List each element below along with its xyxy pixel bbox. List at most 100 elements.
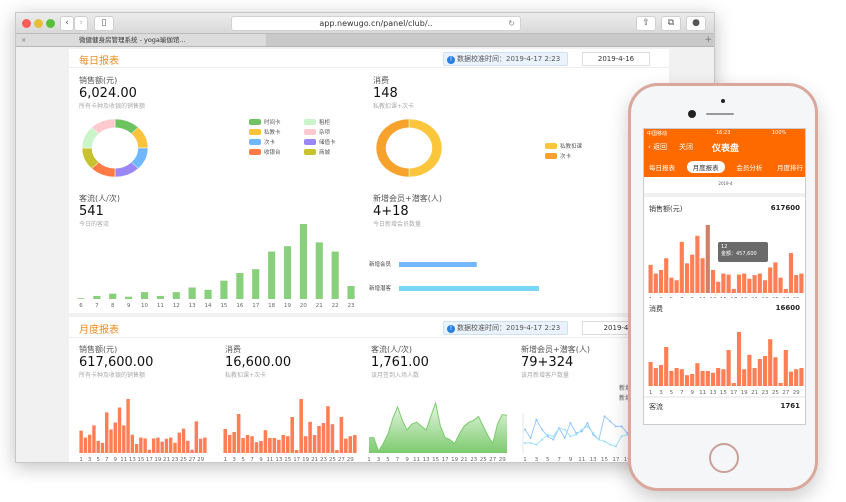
new-tab-icon[interactable]: + — [704, 35, 712, 45]
back-link[interactable]: ‹ 返回 — [648, 143, 668, 151]
phone-tab[interactable]: 每日报表 — [649, 164, 675, 172]
bar-15 — [220, 280, 228, 299]
phone-date[interactable]: 2019-4 — [644, 177, 805, 193]
x-tick-label: 19 — [451, 457, 458, 463]
address-bar[interactable]: app.newugo.cn/panel/club/.. ↻ — [231, 16, 521, 31]
legend-item[interactable]: 时间卡 — [249, 117, 304, 127]
stat-sub: 私教扣课+次卡 — [225, 372, 267, 379]
x-tick-label: 5 — [546, 457, 550, 463]
x-tick-label: 13 — [189, 303, 196, 309]
traffic-line — [369, 401, 508, 453]
active-tab[interactable]: × 微健健身房管理系统 - yoga瑜伽馆... — [16, 34, 266, 46]
bar-21 — [315, 242, 323, 299]
legend-swatch — [545, 143, 557, 149]
bar-16 — [236, 272, 244, 299]
point — [552, 435, 555, 438]
bar-14 — [716, 368, 721, 386]
bar-17 — [731, 383, 736, 386]
bar-10 — [263, 430, 268, 453]
bar-2 — [227, 435, 232, 453]
legend-item[interactable]: 私教扣课 — [545, 141, 582, 151]
bar-7 — [93, 295, 101, 299]
bar-9 — [113, 422, 117, 453]
monthly-sales-chart: 1 3 5 7 9 11 13 15 17 19 21 23 25 27 29 — [79, 399, 207, 463]
donut-slice-杂项 — [91, 118, 116, 135]
legend-item[interactable]: 次卡 — [249, 137, 304, 147]
legend-item[interactable]: 租柜 — [304, 117, 359, 127]
x-tick-label: 21 — [316, 303, 323, 309]
bar-16 — [290, 417, 295, 453]
x-tick-label: 10 — [141, 303, 148, 309]
point — [597, 438, 600, 441]
bar-1 — [648, 264, 653, 293]
sales-donut-chart — [81, 118, 149, 178]
legend-label: 收银台 — [264, 150, 281, 156]
close-tab-icon[interactable]: × — [21, 36, 27, 44]
bar-24 — [768, 267, 773, 293]
home-button[interactable] — [709, 443, 739, 473]
bar-7 — [679, 241, 684, 293]
tooltip-day: 12 — [721, 244, 728, 250]
bar-13 — [130, 434, 135, 453]
tabs-overview-icon[interactable]: ⧉ — [661, 16, 681, 31]
reload-icon[interactable]: ↻ — [508, 19, 515, 28]
card-value: 16600 — [775, 304, 800, 312]
legend-swatch — [304, 119, 316, 125]
point — [614, 425, 617, 428]
close-window-button[interactable] — [22, 19, 31, 28]
info-icon: ! — [447, 325, 455, 333]
x-tick-label: 3 — [377, 457, 381, 463]
back-button[interactable]: ‹ — [60, 16, 74, 31]
legend-item[interactable]: 收银台 — [249, 147, 304, 157]
x-tick-label: 6 — [79, 303, 83, 309]
phone-tab[interactable]: 月度报表 — [686, 161, 725, 173]
legend-item[interactable]: 储值卡 — [304, 137, 359, 147]
legend-swatch — [304, 139, 316, 145]
bar-26 — [778, 383, 783, 386]
x-tick-label: 17 — [293, 457, 300, 463]
bar-8 — [254, 442, 259, 453]
bar-16 — [726, 274, 731, 293]
bar-2 — [653, 273, 658, 293]
bar-25 — [330, 424, 335, 453]
x-tick-label: 17 — [442, 457, 449, 463]
bar-19 — [742, 369, 747, 386]
legend-item[interactable]: 商城 — [304, 147, 359, 157]
bar-17 — [294, 450, 299, 453]
close-link[interactable]: 关闭 — [679, 143, 693, 151]
x-tick-label: 17 — [252, 303, 259, 309]
bar-12 — [705, 371, 710, 386]
phone-tab[interactable]: 月度排行 — [776, 164, 803, 172]
download-icon[interactable]: ● — [686, 16, 706, 31]
point — [524, 428, 526, 431]
share-icon[interactable]: ⇧ — [636, 16, 656, 31]
phone-screen: 中国移动 16:23 100% ‹ 返回 关闭 仪表盘 每日报表 月度报表 会员分析… — [643, 128, 806, 425]
phone-tab[interactable]: 会员分析 — [736, 164, 763, 172]
bar-18 — [268, 251, 276, 299]
legend-item[interactable]: 私教卡 — [249, 127, 304, 137]
stat-sub: 该月签到入场人数 — [371, 372, 420, 379]
legend-item[interactable]: 杂项 — [304, 127, 359, 137]
legend-label: 私教扣课 — [560, 144, 583, 150]
x-tick-label: 23 — [172, 457, 179, 463]
x-tick-label: 1 — [79, 457, 83, 463]
bar-21 — [752, 368, 757, 386]
bar-20 — [308, 421, 312, 453]
date-picker[interactable]: 2019-4-16 — [582, 52, 650, 66]
legend-item[interactable]: 次卡 — [545, 151, 582, 161]
legend-swatch — [249, 129, 261, 135]
x-tick-label: 23 — [762, 390, 769, 396]
stat-sub: 今日新增会员数量 — [373, 221, 422, 228]
bar-10 — [695, 235, 700, 293]
point — [563, 437, 566, 439]
x-tick-label: 13 — [590, 457, 597, 463]
bar-1 — [223, 429, 228, 453]
minimize-window-button[interactable] — [34, 19, 43, 28]
x-tick-label: 1 — [367, 457, 371, 463]
forward-button[interactable]: › — [74, 16, 88, 31]
sidebar-toggle-icon[interactable]: ▯ — [94, 16, 114, 31]
bar-22 — [757, 359, 762, 386]
maximize-window-button[interactable] — [46, 19, 55, 28]
bar-23 — [762, 280, 768, 293]
x-tick-label: 21 — [163, 457, 170, 463]
